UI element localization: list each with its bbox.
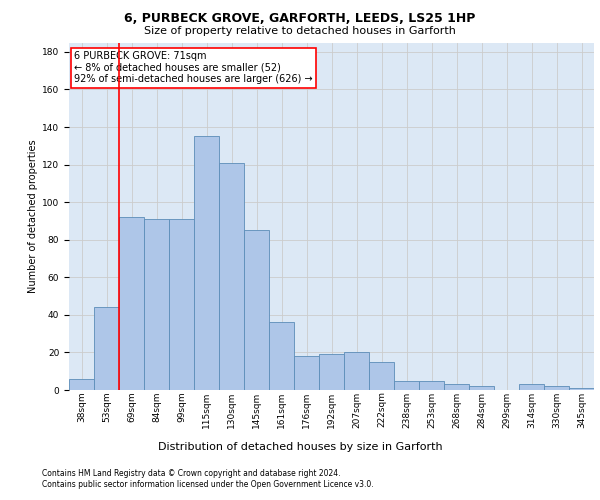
Text: Size of property relative to detached houses in Garforth: Size of property relative to detached ho… [144,26,456,36]
Bar [444,384,469,390]
Text: 6 PURBECK GROVE: 71sqm
← 8% of detached houses are smaller (52)
92% of semi-deta: 6 PURBECK GROVE: 71sqm ← 8% of detached … [74,51,313,84]
Bar [119,217,144,390]
Text: Contains HM Land Registry data © Crown copyright and database right 2024.: Contains HM Land Registry data © Crown c… [42,469,341,478]
Bar [219,162,244,390]
Y-axis label: Number of detached properties: Number of detached properties [28,140,38,293]
Bar [369,362,394,390]
Text: Distribution of detached houses by size in Garforth: Distribution of detached houses by size … [158,442,442,452]
Bar [344,352,369,390]
Bar [294,356,319,390]
Bar [69,378,94,390]
Bar [319,354,344,390]
Bar [194,136,219,390]
Bar [244,230,269,390]
Text: 6, PURBECK GROVE, GARFORTH, LEEDS, LS25 1HP: 6, PURBECK GROVE, GARFORTH, LEEDS, LS25 … [124,12,476,26]
Bar [519,384,544,390]
Bar [144,219,169,390]
Bar [419,380,444,390]
Bar [94,308,119,390]
Text: Contains public sector information licensed under the Open Government Licence v3: Contains public sector information licen… [42,480,374,489]
Bar [469,386,494,390]
Bar [269,322,294,390]
Bar [169,219,194,390]
Bar [394,380,419,390]
Bar [569,388,594,390]
Bar [544,386,569,390]
